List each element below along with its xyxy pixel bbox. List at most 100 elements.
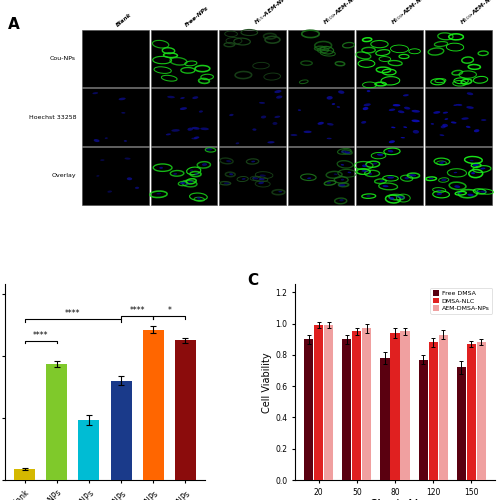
Bar (425, 88, 492, 146)
Ellipse shape (105, 138, 108, 139)
Bar (324, 325, 333, 480)
Ellipse shape (96, 175, 100, 176)
Ellipse shape (172, 129, 180, 132)
Ellipse shape (192, 127, 200, 130)
Ellipse shape (94, 139, 100, 142)
Ellipse shape (272, 122, 278, 125)
Ellipse shape (398, 110, 404, 113)
Ellipse shape (326, 182, 331, 184)
Ellipse shape (229, 173, 233, 176)
Ellipse shape (388, 176, 394, 178)
Ellipse shape (481, 119, 486, 121)
Ellipse shape (338, 90, 344, 94)
Ellipse shape (118, 98, 126, 100)
Ellipse shape (466, 106, 474, 109)
Ellipse shape (180, 182, 186, 184)
Ellipse shape (451, 122, 456, 124)
Ellipse shape (340, 164, 344, 166)
Ellipse shape (206, 148, 212, 150)
Ellipse shape (268, 141, 274, 144)
Ellipse shape (290, 134, 298, 136)
Bar (150, 88, 217, 146)
Text: Hoechst 33258: Hoechst 33258 (28, 114, 76, 119)
Bar (467, 344, 476, 480)
Bar (288, 147, 354, 204)
Y-axis label: Cell Viability: Cell Viability (262, 352, 272, 412)
Ellipse shape (332, 103, 335, 105)
Ellipse shape (251, 160, 255, 162)
Ellipse shape (468, 194, 474, 196)
Text: ****: **** (33, 330, 48, 340)
Ellipse shape (229, 114, 234, 116)
Bar (288, 30, 354, 88)
Bar (219, 30, 286, 88)
Ellipse shape (444, 118, 448, 120)
Bar (219, 88, 286, 146)
Ellipse shape (124, 140, 127, 142)
Ellipse shape (458, 192, 462, 194)
Ellipse shape (236, 142, 240, 144)
Ellipse shape (403, 94, 409, 96)
Ellipse shape (400, 137, 405, 138)
Ellipse shape (252, 177, 258, 180)
Ellipse shape (261, 116, 266, 118)
Ellipse shape (441, 161, 445, 162)
Text: Blank: Blank (115, 12, 132, 28)
Bar (14, 469, 35, 480)
Ellipse shape (326, 138, 332, 139)
Ellipse shape (274, 116, 280, 118)
Ellipse shape (198, 198, 201, 200)
Ellipse shape (437, 190, 441, 191)
Bar (428, 342, 438, 480)
Ellipse shape (196, 197, 200, 198)
Ellipse shape (348, 172, 351, 173)
Text: H$_{400}$-AEM-NPs: H$_{400}$-AEM-NPs (458, 0, 500, 28)
Ellipse shape (439, 162, 444, 164)
Ellipse shape (340, 150, 346, 153)
Ellipse shape (410, 174, 416, 176)
Ellipse shape (388, 150, 394, 152)
Ellipse shape (404, 177, 409, 180)
Ellipse shape (122, 112, 126, 114)
Bar (390, 333, 400, 480)
Ellipse shape (180, 107, 187, 110)
Legend: Free DMSA, DMSA-NLC, AEM-DMSA-NPs: Free DMSA, DMSA-NLC, AEM-DMSA-NPs (430, 288, 492, 314)
Ellipse shape (224, 182, 230, 184)
Ellipse shape (194, 136, 200, 139)
Ellipse shape (441, 178, 446, 181)
Bar (356, 88, 423, 146)
Bar (143, 330, 164, 480)
Text: ****: **** (65, 309, 80, 318)
Text: H$_{100}$-AEM-NPs: H$_{100}$-AEM-NPs (321, 0, 362, 28)
Bar (476, 342, 486, 480)
Ellipse shape (278, 191, 282, 192)
Bar (400, 332, 409, 480)
Ellipse shape (194, 173, 199, 175)
Ellipse shape (135, 186, 139, 189)
Ellipse shape (372, 162, 377, 164)
Ellipse shape (362, 107, 368, 110)
Bar (175, 340, 196, 480)
Ellipse shape (326, 96, 332, 100)
Bar (457, 368, 466, 480)
Ellipse shape (304, 130, 312, 133)
Ellipse shape (480, 190, 487, 193)
Ellipse shape (156, 193, 161, 194)
Ellipse shape (454, 185, 460, 188)
Text: H$_{200}$-AEM-NPs: H$_{200}$-AEM-NPs (390, 0, 431, 28)
Bar (150, 30, 217, 88)
Ellipse shape (392, 104, 400, 106)
Ellipse shape (429, 178, 434, 180)
Ellipse shape (188, 180, 193, 183)
Ellipse shape (127, 178, 132, 180)
Bar (288, 88, 354, 146)
Ellipse shape (339, 184, 345, 186)
Text: A: A (8, 17, 19, 32)
Ellipse shape (462, 118, 468, 120)
Ellipse shape (412, 120, 420, 122)
Ellipse shape (100, 160, 104, 161)
Text: ****: **** (130, 306, 145, 315)
Ellipse shape (389, 140, 395, 143)
Ellipse shape (456, 104, 462, 106)
Ellipse shape (200, 128, 209, 130)
